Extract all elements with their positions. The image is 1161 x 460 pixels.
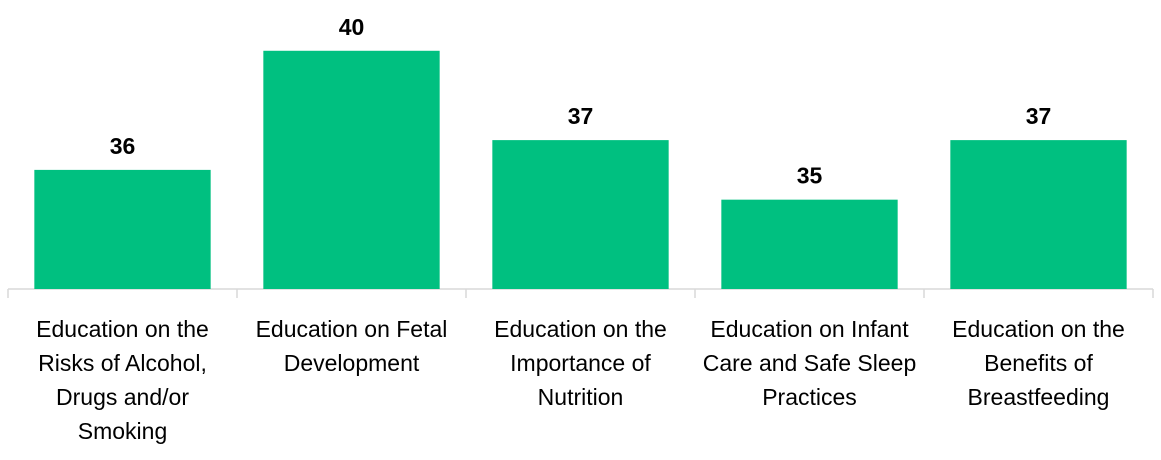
x-tick-label: Education on the Importance of Nutrition [494,316,667,410]
bar [492,140,669,289]
value-label: 40 [339,14,365,40]
value-label: 35 [797,163,823,189]
x-tick-label: Education on Infant Care and Safe Sleep … [702,316,917,410]
value-label: 37 [568,103,594,129]
value-label: 36 [110,133,136,159]
bar [263,50,440,290]
value-label: 37 [1026,103,1052,129]
x-tick-label: Education on the Benefits of Breastfeedi… [952,316,1125,410]
bar [950,140,1127,289]
bar [34,169,211,289]
bar [721,199,898,289]
x-tick-label: Education on the Risks of Alcohol, Drugs… [36,316,209,444]
x-tick-label: Education on Fetal Development [255,316,448,376]
